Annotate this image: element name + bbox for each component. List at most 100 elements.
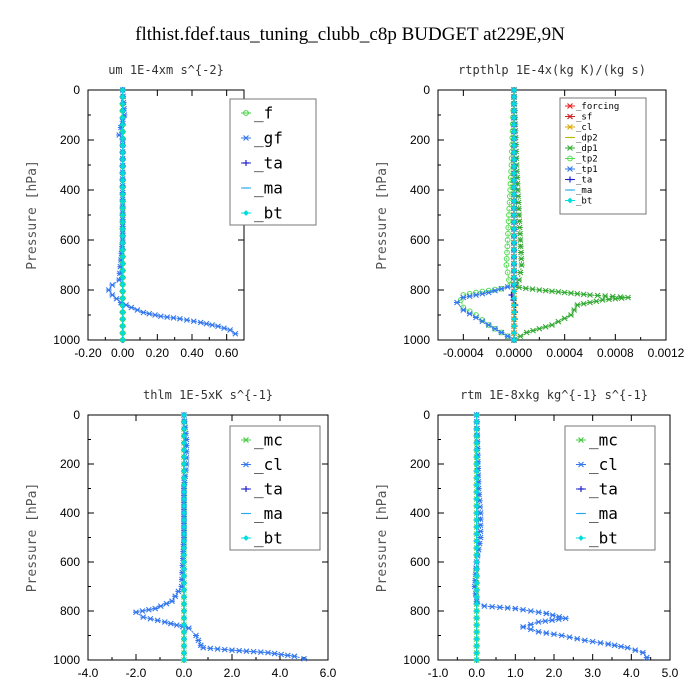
data-point (477, 534, 484, 541)
data-point (473, 580, 480, 586)
data-point (172, 593, 179, 600)
data-point (506, 199, 513, 206)
data-point (181, 454, 187, 460)
x-tick-label: 0.0004 (546, 346, 583, 360)
data-point (473, 517, 480, 523)
x-tick-label: 0.0 (468, 666, 485, 680)
data-point (516, 218, 523, 225)
data-point (181, 482, 187, 488)
data-point (511, 94, 517, 100)
data-point (181, 538, 187, 544)
legend-label: _gf (254, 129, 283, 148)
data-point (536, 287, 543, 293)
data-point (181, 650, 187, 656)
data-point (517, 269, 524, 276)
data-point (181, 489, 187, 495)
data-point (632, 647, 639, 654)
data-point (181, 587, 187, 593)
data-point (183, 317, 190, 323)
data-point (507, 174, 514, 181)
data-point (535, 628, 542, 635)
data-point (181, 545, 187, 551)
data-point (580, 291, 587, 298)
plot-frame (87, 89, 245, 341)
series-line (460, 89, 515, 341)
x-tick-label: -2.0 (126, 666, 147, 680)
data-point (181, 573, 187, 579)
data-point (181, 657, 187, 663)
data-point (477, 528, 484, 535)
data-point (473, 552, 480, 558)
data-point (119, 94, 126, 100)
data-point (511, 274, 517, 281)
data-point (511, 101, 517, 107)
chart-title: thlm 1E-5xK s^{-1} (143, 388, 273, 402)
data-point (511, 156, 517, 163)
data-point (542, 618, 549, 624)
y-tick-label: 0 (423, 408, 430, 422)
legend-label: _bt (254, 204, 283, 223)
data-point (181, 552, 187, 558)
data-point (593, 298, 600, 305)
legend-box (229, 98, 317, 226)
data-point (473, 426, 480, 432)
data-point (145, 606, 152, 613)
data-point (511, 191, 517, 197)
data-point (555, 616, 562, 623)
data-point (511, 177, 517, 184)
data-point (119, 142, 126, 149)
legend-label: _forcing (576, 102, 619, 112)
data-point (215, 323, 221, 330)
data-point (119, 191, 126, 197)
x-tick-label: 0.60 (215, 346, 239, 360)
data-point (505, 230, 511, 237)
x-tick-label: 2.0 (224, 666, 241, 680)
data-point (512, 605, 519, 612)
legend-label: _f (254, 104, 273, 123)
data-point (511, 330, 517, 336)
data-point (535, 609, 542, 616)
data-point (504, 283, 511, 290)
data-point (214, 646, 221, 652)
data-point (574, 635, 581, 642)
data-point (574, 290, 581, 297)
legend-label: _bt (254, 529, 283, 548)
data-point (473, 468, 480, 474)
data-point (498, 285, 505, 292)
data-point (517, 243, 524, 250)
data-point (207, 645, 214, 652)
data-point (489, 603, 496, 610)
data-point (527, 626, 534, 633)
y-axis-label: Pressure [hPa] (25, 483, 40, 593)
data-point (549, 617, 556, 624)
data-point (460, 294, 467, 301)
data-point (639, 649, 646, 656)
data-point (504, 333, 511, 340)
x-tick-label: 0.0008 (597, 346, 634, 360)
legend-label: _bt (576, 197, 592, 207)
data-point (511, 184, 517, 191)
data-point (473, 447, 480, 453)
data-point (518, 262, 525, 268)
series-tp1 (454, 87, 517, 343)
y-tick-label: 400 (410, 183, 430, 197)
data-point (473, 573, 480, 579)
y-tick-label: 200 (410, 457, 430, 471)
x-tick-label: 0.0012 (648, 346, 685, 360)
data-point (473, 545, 480, 551)
data-point (146, 310, 153, 317)
legend-label: _ma (589, 504, 618, 523)
data-point (473, 503, 480, 509)
legend: _f _gf _ta _ma _bt (229, 98, 317, 226)
data-point (511, 295, 517, 302)
data-point (185, 625, 192, 632)
data-point (119, 114, 126, 121)
data-point (511, 260, 517, 267)
x-tick-label: -1.0 (428, 666, 449, 680)
legend: _mc _cl _ta _ma _bt (229, 425, 321, 551)
data-point (511, 253, 517, 260)
data-point (643, 654, 650, 661)
data-point (173, 622, 180, 628)
data-point (505, 218, 512, 225)
data-point (105, 287, 112, 293)
